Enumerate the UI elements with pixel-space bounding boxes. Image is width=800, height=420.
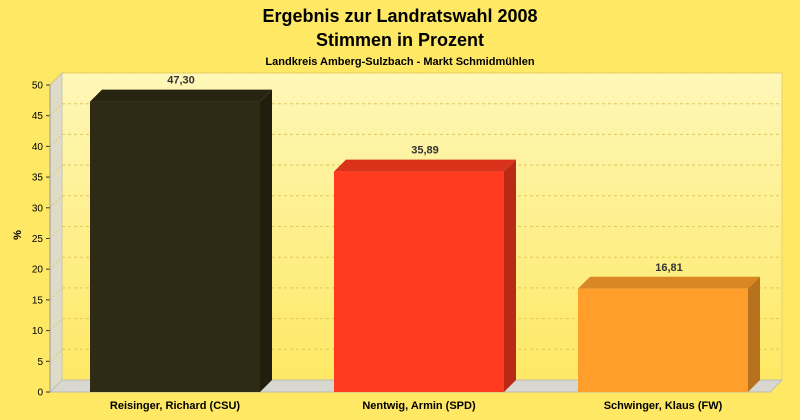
grid-line-side bbox=[49, 318, 63, 331]
x-category-label: Schwinger, Klaus (FW) bbox=[604, 400, 723, 412]
y-tick-label: 30 bbox=[32, 203, 44, 214]
grid-line-side bbox=[49, 103, 63, 117]
chart-region-subtitle: Landkreis Amberg-Sulzbach - Markt Schmid… bbox=[265, 56, 534, 68]
bar-side bbox=[504, 159, 516, 392]
y-tick-label: 0 bbox=[37, 388, 43, 399]
y-tick-label: 45 bbox=[32, 111, 44, 122]
bar-top bbox=[334, 159, 516, 172]
grid-line-side bbox=[49, 164, 63, 178]
bar-side bbox=[260, 89, 272, 392]
y-tick-label: 50 bbox=[32, 81, 44, 92]
grid-line-side bbox=[49, 287, 63, 301]
bar bbox=[578, 288, 748, 392]
x-category-label: Reisinger, Richard (CSU) bbox=[110, 400, 241, 412]
grid-line-side bbox=[49, 195, 63, 209]
x-category-label: Nentwig, Armin (SPD) bbox=[362, 400, 476, 412]
chart-subtitle: Stimmen in Prozent bbox=[316, 30, 484, 50]
grid-line-side bbox=[49, 256, 63, 270]
y-tick-label: 40 bbox=[32, 142, 44, 153]
bar bbox=[334, 171, 504, 392]
bar-side bbox=[748, 276, 760, 392]
bar-top bbox=[90, 89, 272, 102]
grid-line-side bbox=[49, 72, 63, 86]
y-tick-label: 25 bbox=[32, 234, 44, 245]
y-tick-label: 10 bbox=[32, 326, 44, 337]
y-axis-label: % bbox=[12, 230, 24, 240]
y-tick-label: 5 bbox=[37, 357, 43, 368]
grid-line-side bbox=[49, 226, 63, 239]
y-tick-label: 15 bbox=[32, 295, 44, 306]
grid-line-side bbox=[49, 134, 63, 147]
bar-value-label: 35,89 bbox=[411, 145, 439, 157]
y-tick-label: 20 bbox=[32, 265, 44, 276]
bar-value-label: 47,30 bbox=[167, 75, 195, 87]
bar bbox=[90, 101, 260, 392]
grid-line-side bbox=[49, 348, 63, 362]
bar-value-label: 16,81 bbox=[655, 262, 683, 274]
bar-top bbox=[578, 276, 760, 289]
chart-title: Ergebnis zur Landratswahl 2008 bbox=[262, 6, 537, 26]
y-tick-label: 35 bbox=[32, 173, 44, 184]
